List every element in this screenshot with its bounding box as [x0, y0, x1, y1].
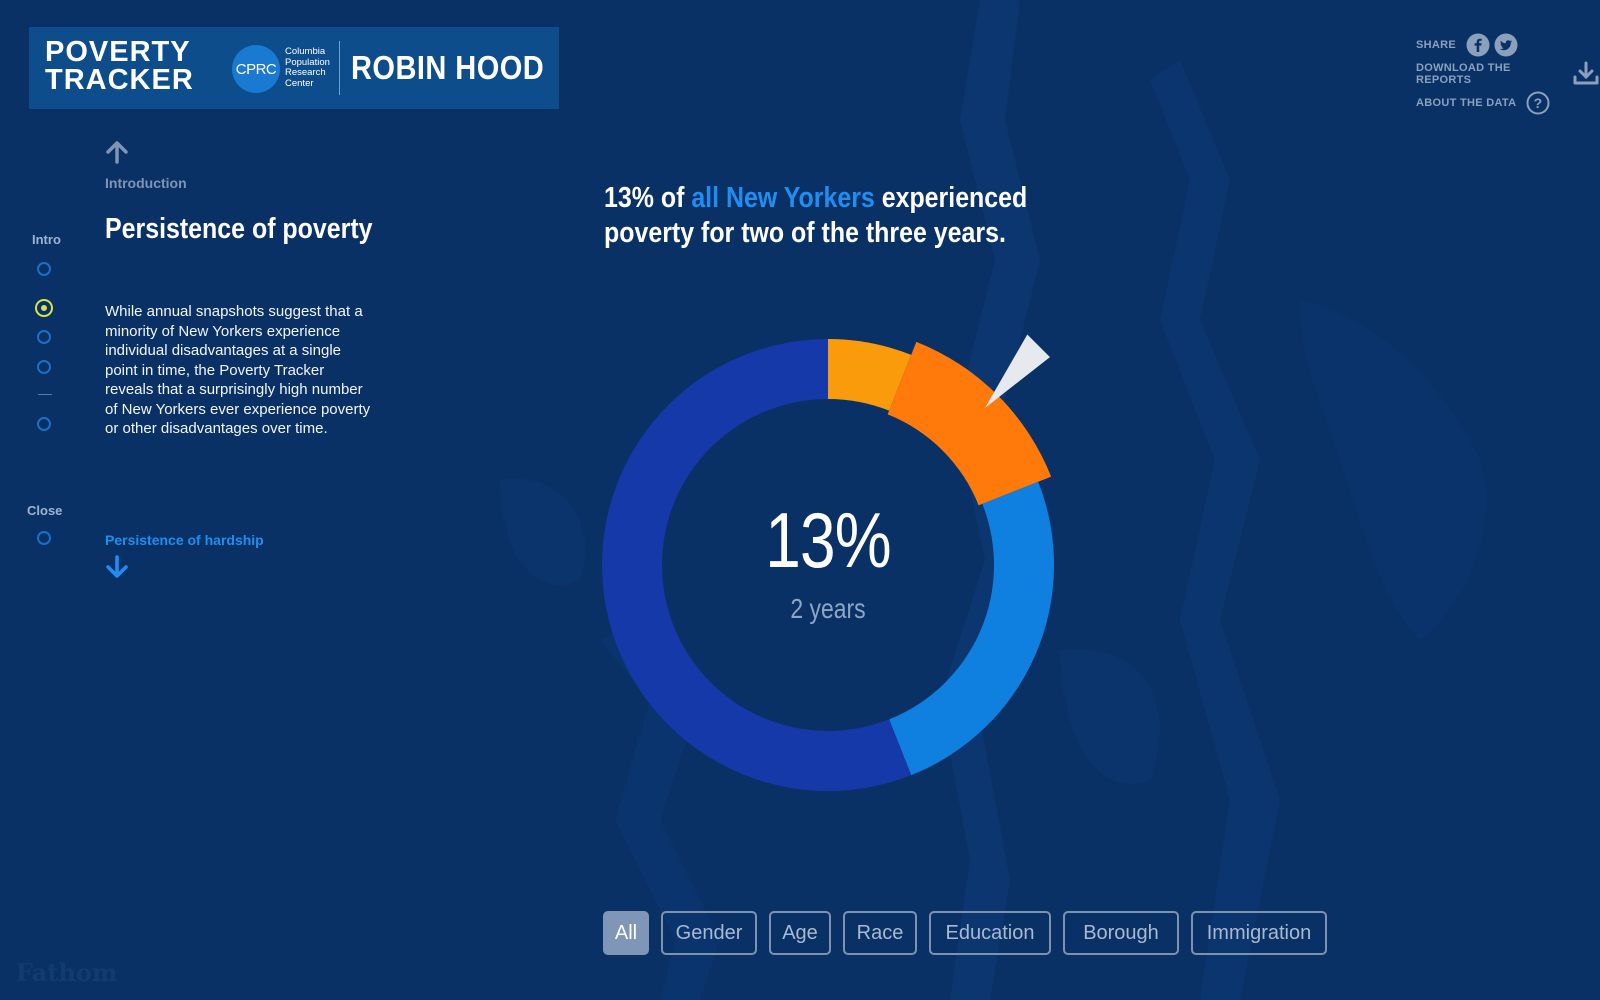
filter-all[interactable]: All — [603, 911, 649, 955]
center-label: 2 years — [790, 593, 866, 624]
donut-slice-3-years[interactable] — [828, 339, 912, 411]
next-section-link[interactable]: Persistence of hardship — [105, 532, 264, 548]
robin-hood-logo[interactable]: ROBIN HOOD — [351, 49, 545, 86]
filter-race[interactable]: Race — [843, 911, 917, 955]
filter-bar: All Gender Age Race Education Borough Immigrat… — [603, 911, 1327, 955]
nav-dot-2-active[interactable] — [35, 299, 53, 317]
filter-immigration[interactable]: Immigration — [1191, 911, 1327, 955]
about-data-link[interactable]: ABOUT THE DATA — [1416, 96, 1517, 109]
prev-section-arrow-icon[interactable] — [104, 140, 130, 169]
section-title: Persistence of poverty — [105, 213, 373, 245]
filter-education[interactable]: Education — [929, 911, 1051, 955]
center-percentage: 13% — [765, 496, 891, 584]
header-logo-bar: POVERTY TRACKER CPRC Columbia Population… — [29, 27, 559, 109]
top-links: SHARE DOWNLOAD THE REPORTS ABOUT THE DAT… — [1416, 30, 1600, 117]
filter-age[interactable]: Age — [769, 911, 831, 955]
fathom-logo[interactable]: Fathom — [16, 958, 118, 987]
nav-dot-3[interactable] — [37, 330, 51, 344]
help-icon[interactable]: ? — [1526, 91, 1550, 115]
filter-borough[interactable]: Borough — [1063, 911, 1179, 955]
nav-separator — [38, 394, 52, 395]
prev-section-link[interactable]: Introduction — [105, 175, 187, 191]
selection-pointer-icon — [984, 334, 1050, 409]
next-section-arrow-icon[interactable] — [104, 555, 130, 584]
cprc-logo[interactable]: CPRC — [232, 45, 280, 93]
nav-dot-close[interactable] — [37, 531, 51, 545]
nav-dot-4[interactable] — [37, 360, 51, 374]
donut-slice-0-years[interactable] — [602, 339, 912, 791]
filter-gender[interactable]: Gender — [661, 911, 757, 955]
poverty-tracker-logo[interactable]: POVERTY TRACKER — [45, 36, 194, 96]
download-reports-link[interactable]: DOWNLOAD THE REPORTS — [1416, 61, 1511, 86]
donut-slice-1-year[interactable] — [889, 481, 1054, 776]
donut-chart — [602, 334, 1054, 791]
donut-slice-2-years[interactable] — [887, 341, 1052, 506]
twitter-icon[interactable] — [1494, 33, 1518, 57]
nav-dot-5[interactable] — [37, 417, 51, 431]
svg-text:?: ? — [1534, 95, 1543, 111]
cprc-name: Columbia Population Research Center — [285, 46, 330, 89]
section-body: While annual snapshots suggest that a mi… — [105, 303, 371, 437]
share-label: SHARE — [1416, 38, 1457, 51]
facebook-icon[interactable] — [1466, 33, 1490, 57]
chart-headline: 13% of all New Yorkers experienced pover… — [604, 182, 1028, 249]
nav-dot-1[interactable] — [37, 262, 51, 276]
download-icon[interactable] — [1572, 61, 1600, 87]
logo-divider — [339, 41, 340, 95]
nav-close-label: Close — [27, 503, 63, 518]
nav-intro-label: Intro — [32, 232, 61, 247]
